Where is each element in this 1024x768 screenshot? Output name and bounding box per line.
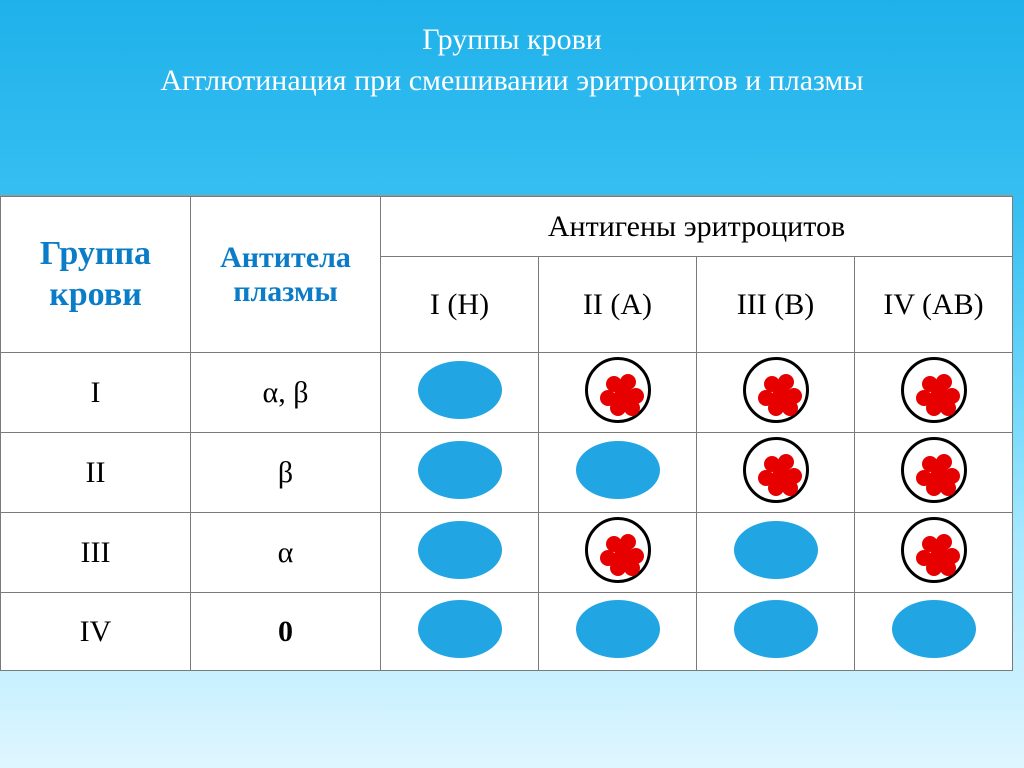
header-antigens: Антигены эритроцитов bbox=[381, 197, 1013, 257]
slide-title: Группы крови Агглютинация при смешивании… bbox=[0, 20, 1024, 101]
table-body: Iα, βIIβIIIαIV0 bbox=[1, 353, 1013, 671]
row-antibody: β bbox=[191, 433, 381, 513]
table-row: IIIα bbox=[1, 513, 1013, 593]
agglutination-table-wrap: Группа крови Антитела плазмы Антигены эр… bbox=[0, 195, 1013, 671]
no-agglutination-icon bbox=[576, 441, 660, 499]
slide: Группы крови Агглютинация при смешивании… bbox=[0, 0, 1024, 768]
result-cell bbox=[381, 593, 539, 671]
header-col-4: IV (АВ) bbox=[855, 257, 1013, 353]
agglutination-icon bbox=[901, 437, 967, 503]
result-cell bbox=[855, 513, 1013, 593]
header-antibodies: Антитела плазмы bbox=[191, 197, 381, 353]
result-cell bbox=[855, 353, 1013, 433]
no-agglutination-icon bbox=[418, 361, 502, 419]
result-cell bbox=[697, 593, 855, 671]
header-col-3: III (В) bbox=[697, 257, 855, 353]
header-col-2: II (А) bbox=[539, 257, 697, 353]
result-cell bbox=[539, 433, 697, 513]
result-cell bbox=[539, 593, 697, 671]
agglutination-icon bbox=[743, 437, 809, 503]
result-cell bbox=[539, 513, 697, 593]
result-cell bbox=[381, 433, 539, 513]
title-line-2: Агглютинация при смешивании эритроцитов … bbox=[0, 61, 1024, 102]
row-group-label: IV bbox=[1, 593, 191, 671]
no-agglutination-icon bbox=[734, 521, 818, 579]
row-group-label: I bbox=[1, 353, 191, 433]
row-group-label: III bbox=[1, 513, 191, 593]
table-row: IV0 bbox=[1, 593, 1013, 671]
agglutination-icon bbox=[901, 517, 967, 583]
no-agglutination-icon bbox=[418, 521, 502, 579]
row-group-label: II bbox=[1, 433, 191, 513]
no-agglutination-icon bbox=[576, 600, 660, 658]
no-agglutination-icon bbox=[418, 600, 502, 658]
agglutination-icon bbox=[585, 517, 651, 583]
row-antibody: α bbox=[191, 513, 381, 593]
header-col-1: I (Н) bbox=[381, 257, 539, 353]
agglutination-table: Группа крови Антитела плазмы Антигены эр… bbox=[0, 196, 1013, 671]
no-agglutination-icon bbox=[418, 441, 502, 499]
agglutination-icon bbox=[743, 357, 809, 423]
result-cell bbox=[539, 353, 697, 433]
no-agglutination-icon bbox=[734, 600, 818, 658]
result-cell bbox=[381, 513, 539, 593]
result-cell bbox=[697, 513, 855, 593]
result-cell bbox=[381, 353, 539, 433]
header-row-1: Группа крови Антитела плазмы Антигены эр… bbox=[1, 197, 1013, 257]
result-cell bbox=[855, 593, 1013, 671]
result-cell bbox=[697, 353, 855, 433]
no-agglutination-icon bbox=[892, 600, 976, 658]
agglutination-icon bbox=[901, 357, 967, 423]
table-row: Iα, β bbox=[1, 353, 1013, 433]
result-cell bbox=[855, 433, 1013, 513]
result-cell bbox=[697, 433, 855, 513]
agglutination-icon bbox=[585, 357, 651, 423]
header-group: Группа крови bbox=[1, 197, 191, 353]
table-row: IIβ bbox=[1, 433, 1013, 513]
row-antibody: 0 bbox=[191, 593, 381, 671]
title-line-1: Группы крови bbox=[0, 20, 1024, 61]
row-antibody: α, β bbox=[191, 353, 381, 433]
